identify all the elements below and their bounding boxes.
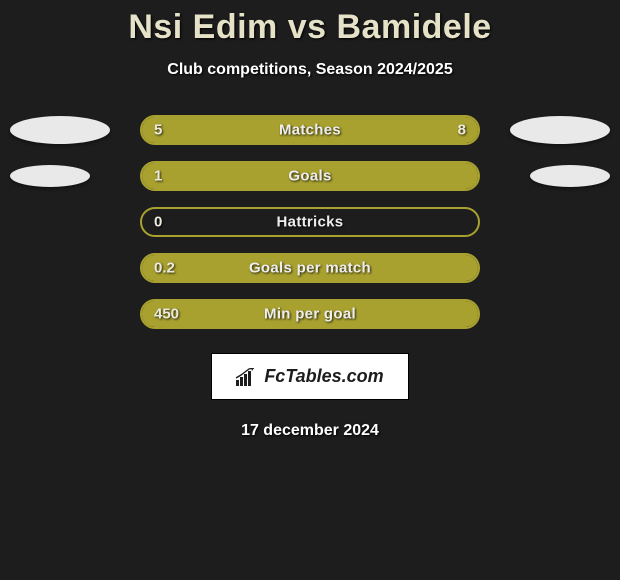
stat-value-left: 0.2 (154, 260, 175, 277)
stat-bar: Matches5 8 (140, 115, 480, 145)
stat-bar: Min per goal450 (140, 299, 480, 329)
stat-label: Goals per match (142, 260, 478, 277)
player-left-ellipse (10, 165, 90, 187)
stat-row: Hattricks0 (0, 207, 620, 237)
stat-value-left: 1 (154, 168, 162, 185)
stat-value-left: 0 (154, 214, 162, 231)
stat-row: Matches5 8 (0, 115, 620, 145)
stat-row: Min per goal450 (0, 299, 620, 329)
stat-value-right: 8 (458, 122, 466, 139)
stat-row: Goals1 (0, 161, 620, 191)
subtitle: Club competitions, Season 2024/2025 (0, 61, 620, 79)
player-left-ellipse (10, 116, 110, 144)
stat-label: Goals (142, 168, 478, 185)
date-label: 17 december 2024 (0, 422, 620, 440)
brand-box[interactable]: FcTables.com (211, 353, 408, 400)
stat-label: Hattricks (142, 214, 478, 231)
stat-label: Min per goal (142, 306, 478, 323)
stat-value-left: 450 (154, 306, 179, 323)
stat-label: Matches (142, 122, 478, 139)
stat-bar: Hattricks0 (140, 207, 480, 237)
stat-rows: Matches5 8 Goals1 Hattricks0 Goals per match… (0, 115, 620, 329)
player-right-ellipse (510, 116, 610, 144)
page-title: Nsi Edim vs Bamidele (0, 8, 620, 47)
brand-chart-icon (236, 368, 258, 386)
player-right-ellipse (530, 165, 610, 187)
stat-value-left: 5 (154, 122, 162, 139)
stat-bar: Goals per match0.2 (140, 253, 480, 283)
stat-row: Goals per match0.2 (0, 253, 620, 283)
infographic-root: Nsi Edim vs Bamidele Club competitions, … (0, 0, 620, 440)
stat-bar: Goals1 (140, 161, 480, 191)
brand-text: FcTables.com (264, 366, 383, 387)
